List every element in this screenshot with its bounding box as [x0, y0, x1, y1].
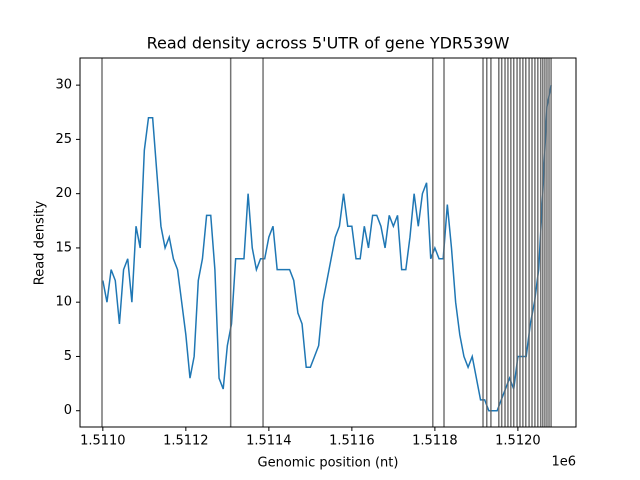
plot-frame [79, 57, 577, 428]
x-tick-label: 1.5120 [495, 434, 541, 449]
y-tick-label: 15 [55, 240, 72, 255]
y-tick-label: 20 [55, 186, 72, 201]
chart-title: Read density across 5'UTR of gene YDR539… [147, 34, 510, 53]
y-tick-label: 5 [64, 349, 72, 364]
x-tick-label: 1.5114 [246, 434, 292, 449]
y-tick-label: 25 [55, 132, 72, 147]
x-tick-label: 1.5112 [163, 434, 209, 449]
x-tick-label: 1.5116 [329, 434, 375, 449]
data-line [102, 84, 552, 412]
y-tick-label: 10 [55, 295, 72, 310]
y-tick-label: 0 [64, 403, 72, 418]
x-tick-label: 1.5118 [412, 434, 458, 449]
y-tick-label: 30 [55, 78, 72, 93]
x-offset-label: 1e6 [551, 455, 576, 470]
x-tick-label: 1.5110 [80, 434, 126, 449]
x-axis-label: Genomic position (nt) [258, 456, 399, 471]
y-axis-label: Read density [33, 200, 48, 285]
